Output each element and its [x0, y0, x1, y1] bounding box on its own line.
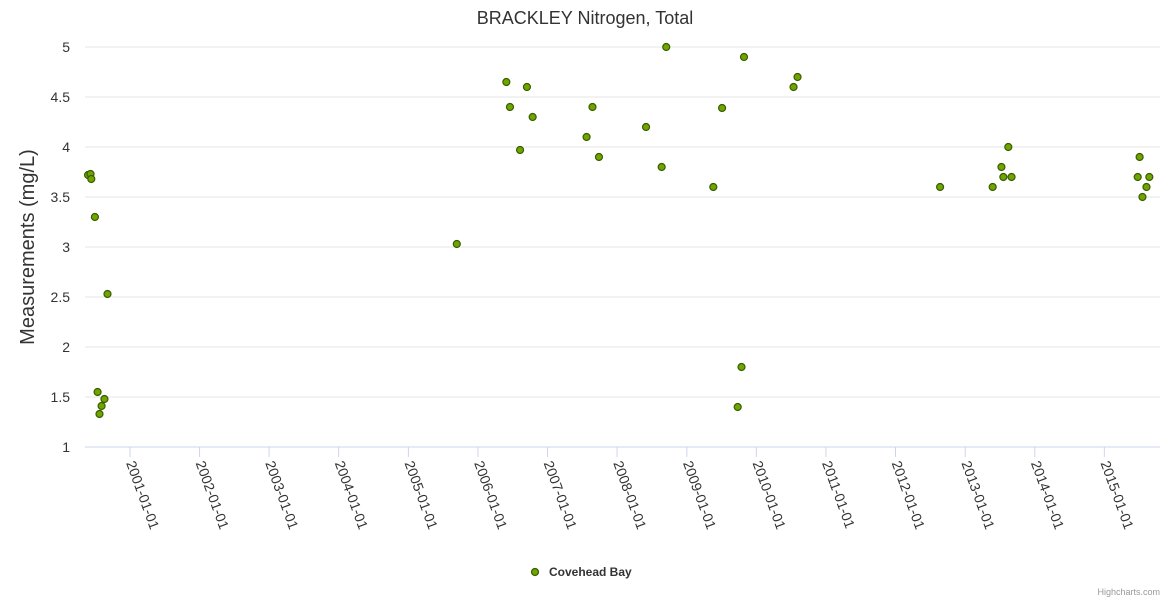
x-tick-label: 2008-01-01	[610, 459, 650, 532]
legend[interactable]: Covehead Bay	[530, 565, 633, 579]
data-point[interactable]	[717, 103, 727, 113]
data-point[interactable]	[515, 145, 525, 155]
legend-label[interactable]: Covehead Bay	[549, 565, 632, 579]
data-point[interactable]	[1145, 172, 1154, 182]
data-point[interactable]	[103, 289, 112, 299]
y-axis-ticks: 1 1.5 2 2.5 3 3.5 4 4.5 5	[51, 39, 71, 455]
x-tick-label: 2001-01-01	[123, 459, 163, 532]
chart-title: BRACKLEY Nitrogen, Total	[477, 8, 693, 28]
x-tick-label: 2010-01-01	[750, 459, 790, 532]
data-point[interactable]	[588, 102, 597, 112]
x-tick-label: 2007-01-01	[541, 459, 581, 532]
data-point[interactable]	[95, 409, 104, 419]
data-point[interactable]	[662, 42, 671, 52]
data-point[interactable]	[739, 52, 749, 62]
x-tick-label: 2006-01-01	[471, 459, 511, 532]
y-tick-label: 1	[62, 439, 70, 455]
y-tick-label: 1.5	[51, 389, 71, 405]
data-point[interactable]	[641, 122, 651, 132]
y-tick-label: 4.5	[51, 89, 71, 105]
x-tick-label: 2015-01-01	[1098, 459, 1138, 532]
x-tick-label: 2014-01-01	[1028, 459, 1068, 532]
y-tick-label: 5	[62, 39, 70, 55]
y-axis-label: Measurements (mg/L)	[17, 149, 39, 345]
data-point[interactable]	[87, 174, 96, 184]
y-tick-label: 3.5	[51, 189, 71, 205]
x-tick-label: 2005-01-01	[402, 459, 442, 532]
data-point[interactable]	[935, 182, 945, 192]
data-point[interactable]	[1142, 182, 1151, 192]
data-point[interactable]	[1133, 172, 1142, 182]
y-tick-label: 2.5	[51, 289, 71, 305]
data-point[interactable]	[1007, 172, 1016, 182]
data-point[interactable]	[737, 362, 746, 372]
y-tick-label: 3	[62, 239, 70, 255]
data-point[interactable]	[522, 82, 532, 92]
credits-link[interactable]: Highcharts.com	[1097, 587, 1160, 597]
data-point[interactable]	[997, 162, 1006, 172]
x-tick-label: 2013-01-01	[958, 459, 998, 532]
x-axis-ticks: 2001-01-01 2002-01-01 2003-01-01 2004-01-01…	[123, 447, 1137, 532]
data-point[interactable]	[97, 401, 106, 411]
y-tick-label: 4	[62, 139, 70, 155]
data-point[interactable]	[1138, 192, 1147, 202]
data-point[interactable]	[988, 182, 997, 192]
y-tick-label: 2	[62, 339, 70, 355]
data-point[interactable]	[582, 132, 591, 142]
data-point[interactable]	[505, 102, 515, 112]
data-point[interactable]	[1135, 152, 1144, 162]
x-tick-label: 2011-01-01	[819, 459, 858, 531]
data-point[interactable]	[100, 394, 109, 404]
x-tick-label: 2004-01-01	[332, 459, 372, 532]
data-point[interactable]	[452, 239, 461, 249]
data-point[interactable]	[789, 82, 798, 92]
x-tick-label: 2003-01-01	[262, 459, 302, 532]
data-point[interactable]	[90, 212, 100, 222]
data-point[interactable]	[793, 72, 802, 82]
data-point[interactable]	[502, 77, 511, 87]
data-point[interactable]	[657, 162, 666, 172]
grid-lines	[85, 46, 1160, 398]
data-point[interactable]	[999, 172, 1008, 182]
legend-marker	[530, 567, 540, 577]
x-tick-label: 2002-01-01	[193, 459, 233, 532]
data-point[interactable]	[1004, 142, 1013, 152]
data-point[interactable]	[528, 112, 537, 122]
data-point[interactable]	[733, 402, 742, 412]
data-point[interactable]	[594, 152, 604, 162]
x-tick-label: 2012-01-01	[889, 459, 929, 532]
data-point[interactable]	[709, 182, 718, 192]
series-covehead-bay	[83, 42, 1154, 419]
x-tick-label: 2009-01-01	[680, 459, 720, 532]
data-point[interactable]	[93, 387, 102, 397]
